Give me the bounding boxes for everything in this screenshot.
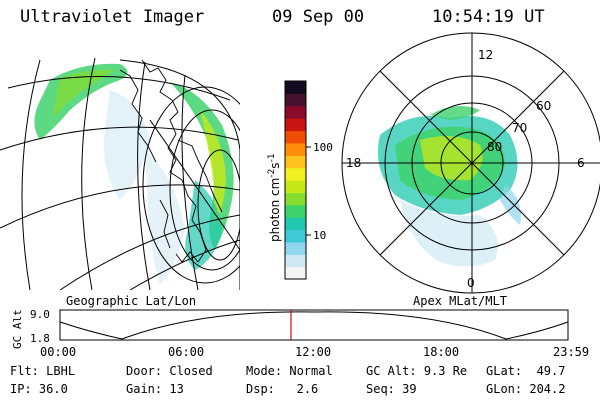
- flt-field: Flt: LBHL: [10, 364, 76, 378]
- instrument-title: Ultraviolet Imager: [20, 7, 205, 27]
- geographic-label: Geographic Lat/Lon: [66, 294, 197, 308]
- polar-grid: [341, 32, 600, 294]
- colorbar-cell: [285, 229, 306, 243]
- colorbar-cell: [285, 192, 306, 206]
- time-label: 10:54:19 UT: [432, 7, 545, 27]
- mode-field: Mode: Normal: [246, 364, 333, 378]
- door-field: Door: Closed: [126, 364, 213, 378]
- colorbar-cell: [285, 180, 306, 193]
- time-tick-0600: 06:00: [168, 345, 205, 359]
- apex-label: Apex MLat/MLT: [413, 294, 507, 308]
- gcalt-tick-1-8: 1.8: [30, 332, 50, 345]
- colorbar-cell: [285, 93, 306, 107]
- coastline: [119, 59, 223, 263]
- colorbar-unit-label: photon cm-2s-1: [267, 153, 282, 242]
- colorbar-cell: [285, 81, 306, 94]
- gcalt-tick-9: 9.0: [30, 308, 50, 321]
- seq-field: Seq: 39: [366, 382, 417, 396]
- gcalt-field: GC Alt: 9.3 Re: [366, 364, 468, 378]
- colorbar-cell: [285, 105, 306, 119]
- colorbar-cell: [285, 241, 306, 255]
- colorbar-tick-100: 100: [313, 141, 333, 154]
- glon-field: GLon: 204.2: [486, 382, 566, 396]
- polar-ring-70: 70: [512, 121, 527, 135]
- colorbar-tick-10: 10: [313, 229, 326, 242]
- ip-field: IP: 36.0: [10, 382, 68, 396]
- glat-field: GLat: 49.7: [486, 364, 566, 378]
- colorbar-cell: [285, 155, 306, 169]
- colorbar-gradient: [285, 81, 306, 280]
- altitude-curve: [59, 311, 569, 340]
- polar-mlt-6: 6: [577, 156, 585, 170]
- time-tick-0000: 00:00: [40, 345, 77, 359]
- gain-field: Gain: 13: [126, 382, 184, 396]
- colorbar-cell: [285, 204, 306, 218]
- colorbar-cell: [285, 118, 306, 132]
- time-tick-1200: 12:00: [295, 345, 332, 359]
- polar-mlt-0: 0: [467, 276, 475, 290]
- geographic-map: [0, 57, 240, 290]
- colorbar-cell: [285, 130, 306, 144]
- colorbar-cell: [285, 217, 306, 231]
- polar-mlt-12: 12: [478, 48, 493, 62]
- polar-plot: 80 70 60 12 6 0 18: [341, 32, 600, 294]
- orbit-timeline: 9.0 1.8 GC Alt: [11, 308, 569, 349]
- polar-ring-80: 80: [487, 140, 502, 154]
- colorbar-cell: [285, 167, 306, 181]
- time-tick-2359: 23:59: [553, 345, 590, 359]
- aurora-emission-polar: [377, 106, 521, 267]
- dsp-field: Dsp: 2.6: [246, 382, 319, 396]
- colorbar-cell: [285, 142, 306, 156]
- time-tick-1800: 18:00: [423, 345, 460, 359]
- colorbar: 100 10 photon cm-2s-1: [267, 80, 333, 280]
- polar-mlt-18: 18: [346, 156, 361, 170]
- colorbar-cell: [285, 266, 306, 280]
- colorbar-cell: [285, 254, 306, 268]
- gcalt-axis-label: GC Alt: [11, 309, 24, 349]
- polar-ring-60: 60: [536, 99, 551, 113]
- date-label: 09 Sep 00: [272, 7, 365, 27]
- aurora-emission-left: [34, 63, 234, 285]
